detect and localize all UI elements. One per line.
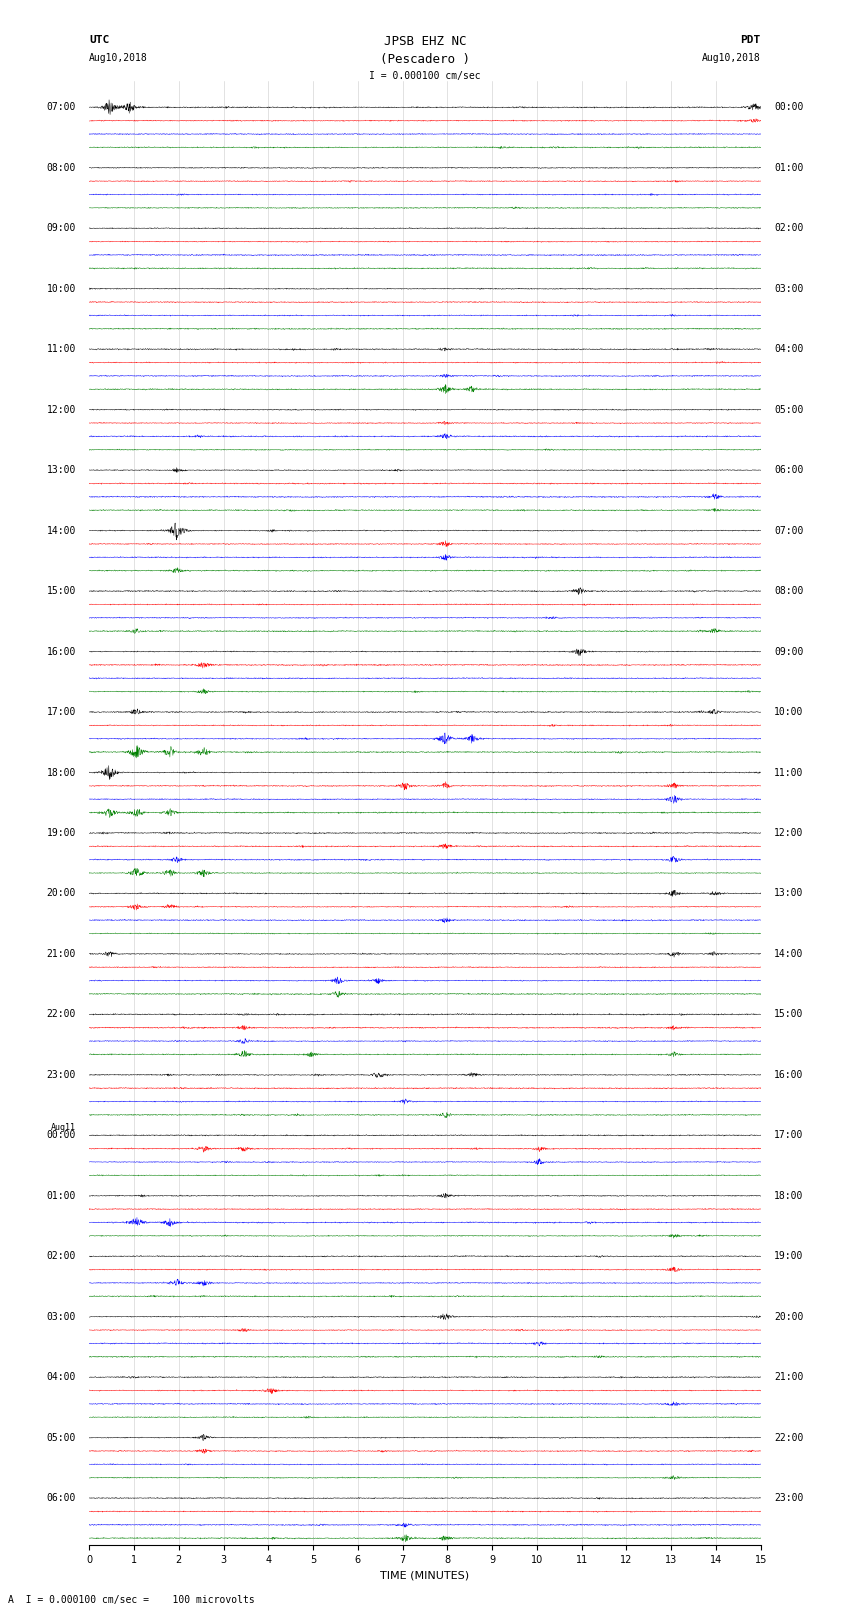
Text: 07:00: 07:00: [774, 526, 803, 536]
Text: 04:00: 04:00: [774, 344, 803, 355]
Text: 09:00: 09:00: [774, 647, 803, 656]
Text: 22:00: 22:00: [47, 1010, 76, 1019]
Text: 15:00: 15:00: [47, 586, 76, 597]
Text: 08:00: 08:00: [774, 586, 803, 597]
Text: 13:00: 13:00: [774, 889, 803, 898]
Text: 07:00: 07:00: [47, 102, 76, 113]
Text: 06:00: 06:00: [774, 465, 803, 476]
Text: 10:00: 10:00: [47, 284, 76, 294]
Text: 02:00: 02:00: [47, 1252, 76, 1261]
Text: 16:00: 16:00: [47, 647, 76, 656]
Text: 14:00: 14:00: [774, 948, 803, 958]
Text: 20:00: 20:00: [774, 1311, 803, 1321]
Text: 22:00: 22:00: [774, 1432, 803, 1442]
Text: 04:00: 04:00: [47, 1373, 76, 1382]
Text: 21:00: 21:00: [47, 948, 76, 958]
Text: 05:00: 05:00: [47, 1432, 76, 1442]
Text: 11:00: 11:00: [774, 768, 803, 777]
Text: 09:00: 09:00: [47, 223, 76, 234]
X-axis label: TIME (MINUTES): TIME (MINUTES): [381, 1571, 469, 1581]
Text: 18:00: 18:00: [774, 1190, 803, 1200]
Text: 18:00: 18:00: [47, 768, 76, 777]
Text: 17:00: 17:00: [774, 1131, 803, 1140]
Text: A  I = 0.000100 cm/sec =    100 microvolts: A I = 0.000100 cm/sec = 100 microvolts: [8, 1595, 255, 1605]
Text: 15:00: 15:00: [774, 1010, 803, 1019]
Text: 21:00: 21:00: [774, 1373, 803, 1382]
Text: 03:00: 03:00: [774, 284, 803, 294]
Text: PDT: PDT: [740, 35, 761, 45]
Text: 08:00: 08:00: [47, 163, 76, 173]
Text: 16:00: 16:00: [774, 1069, 803, 1079]
Text: UTC: UTC: [89, 35, 110, 45]
Text: 12:00: 12:00: [774, 827, 803, 839]
Text: 17:00: 17:00: [47, 706, 76, 718]
Text: 06:00: 06:00: [47, 1494, 76, 1503]
Text: Aug10,2018: Aug10,2018: [89, 53, 148, 63]
Text: (Pescadero ): (Pescadero ): [380, 53, 470, 66]
Text: 12:00: 12:00: [47, 405, 76, 415]
Text: Aug11: Aug11: [51, 1123, 76, 1132]
Text: Aug10,2018: Aug10,2018: [702, 53, 761, 63]
Text: 02:00: 02:00: [774, 223, 803, 234]
Text: 00:00: 00:00: [774, 102, 803, 113]
Text: 23:00: 23:00: [47, 1069, 76, 1079]
Text: 05:00: 05:00: [774, 405, 803, 415]
Text: 14:00: 14:00: [47, 526, 76, 536]
Text: JPSB EHZ NC: JPSB EHZ NC: [383, 35, 467, 48]
Text: 19:00: 19:00: [774, 1252, 803, 1261]
Text: 03:00: 03:00: [47, 1311, 76, 1321]
Text: 11:00: 11:00: [47, 344, 76, 355]
Text: 00:00: 00:00: [47, 1131, 76, 1140]
Text: 23:00: 23:00: [774, 1494, 803, 1503]
Text: 01:00: 01:00: [47, 1190, 76, 1200]
Text: 01:00: 01:00: [774, 163, 803, 173]
Text: 10:00: 10:00: [774, 706, 803, 718]
Text: 13:00: 13:00: [47, 465, 76, 476]
Text: I = 0.000100 cm/sec: I = 0.000100 cm/sec: [369, 71, 481, 81]
Text: 19:00: 19:00: [47, 827, 76, 839]
Text: 20:00: 20:00: [47, 889, 76, 898]
